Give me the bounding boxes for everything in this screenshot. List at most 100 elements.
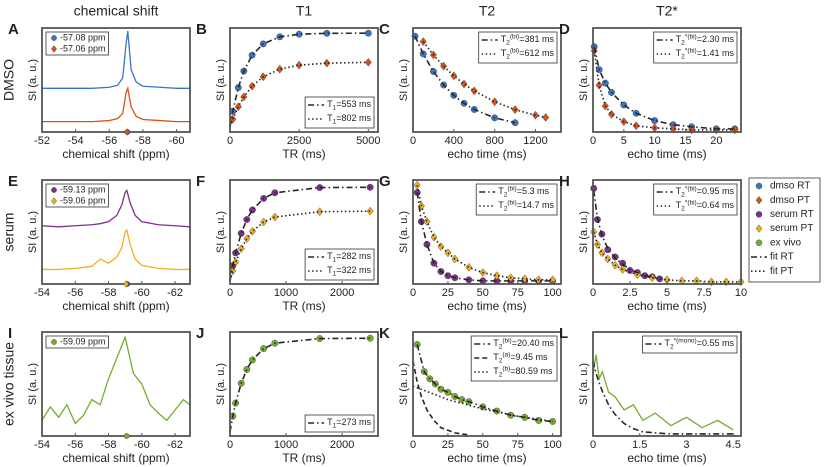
x-tick-label: -54 bbox=[34, 287, 50, 299]
legend-label: T1=322 ms bbox=[327, 265, 371, 277]
legend-label: T2(bi)=5.3 ms bbox=[498, 185, 549, 198]
legend-label: -57.08 ppm bbox=[60, 32, 106, 42]
legend-value: =80.59 ms bbox=[510, 366, 553, 376]
diamond-marker bbox=[521, 274, 529, 284]
axes-frame bbox=[592, 331, 742, 437]
x-tick-label: 50 bbox=[477, 287, 489, 299]
legend-label: T2(a)=9.45 ms bbox=[493, 351, 548, 364]
diamond-marker bbox=[423, 217, 431, 226]
legend-symbol: T bbox=[676, 186, 682, 196]
x-tick-label: -54 bbox=[68, 135, 84, 147]
legend-symbol: T bbox=[493, 338, 499, 348]
legend-subscript: 2 bbox=[506, 39, 510, 46]
x-tick-label: 400 bbox=[445, 135, 463, 147]
diamond-marker bbox=[430, 232, 438, 242]
x-axis-label: chemical shift (ppm) bbox=[62, 147, 169, 161]
circle-marker bbox=[248, 51, 256, 59]
series-line bbox=[412, 360, 469, 436]
diamond-marker bbox=[493, 271, 501, 281]
x-axis-label: TR (ms) bbox=[282, 147, 325, 161]
x-tick-label: 25 bbox=[442, 287, 454, 299]
x-axis-label: chemical shift (ppm) bbox=[62, 451, 169, 465]
legend-symbol: T bbox=[501, 48, 507, 58]
diamond-marker bbox=[51, 197, 57, 205]
legend: T1=273 ms bbox=[304, 414, 375, 433]
legend-value: =381 ms bbox=[519, 34, 554, 44]
series-line bbox=[593, 50, 735, 131]
legend-superscript: (bi) bbox=[510, 33, 519, 40]
diamond-marker bbox=[465, 263, 473, 272]
row-label: DMSO bbox=[1, 59, 17, 101]
y-axis-label: SI (a. u.) bbox=[27, 363, 39, 405]
legend-subscript: 2 bbox=[681, 39, 685, 46]
legend-subscript: 2 bbox=[499, 371, 503, 378]
panel-letter: G bbox=[379, 173, 391, 190]
x-tick-label: 0 bbox=[227, 287, 233, 299]
x-tick-label: -56 bbox=[67, 439, 83, 451]
axes-frame bbox=[592, 27, 742, 133]
x-tick-label: 3 bbox=[683, 439, 689, 451]
axes-frame bbox=[229, 179, 379, 285]
series-line bbox=[592, 360, 734, 435]
diamond-marker bbox=[232, 257, 240, 267]
x-tick-label: 0 bbox=[227, 439, 233, 451]
diamond-marker bbox=[237, 244, 245, 253]
y-axis-label: SI (a. u.) bbox=[578, 211, 590, 253]
legend-label: T2*(mono)=0.55 ms bbox=[664, 337, 734, 350]
panel-letter: F bbox=[196, 173, 205, 190]
panel-letter: H bbox=[559, 173, 570, 190]
panel-letter: J bbox=[196, 325, 204, 342]
x-tick-label: 5 bbox=[621, 135, 627, 147]
x-tick-label: -56 bbox=[101, 135, 117, 147]
y-axis-label: SI (a. u.) bbox=[578, 59, 590, 101]
series-line bbox=[41, 335, 191, 425]
x-tick-label: 4.5 bbox=[726, 439, 741, 451]
panel-letter: C bbox=[379, 21, 390, 38]
row-label: ex vivo tissue bbox=[1, 342, 17, 426]
circle-marker bbox=[243, 366, 251, 373]
legend-symbol: T bbox=[327, 251, 333, 261]
panel-letter: E bbox=[8, 173, 18, 190]
row-label: serum bbox=[1, 213, 17, 252]
diamond-marker bbox=[124, 128, 130, 136]
series-line bbox=[593, 46, 735, 130]
legend-subscript: 2 bbox=[506, 53, 510, 60]
circle-marker bbox=[444, 388, 452, 396]
x-tick-label: 0 bbox=[227, 135, 233, 147]
series-line bbox=[592, 354, 734, 431]
legend-superscript: *(mono) bbox=[674, 337, 697, 344]
x-tick-label: 2500 bbox=[287, 135, 311, 147]
legend-label: serum RT bbox=[770, 209, 814, 220]
x-tick-label: 1000 bbox=[274, 287, 298, 299]
legend-label: serum PT bbox=[770, 223, 813, 234]
legend-subscript: 2 bbox=[670, 343, 674, 350]
legend-subscript: 1 bbox=[333, 270, 337, 277]
diamond-marker bbox=[608, 109, 615, 119]
x-tick-label: -60 bbox=[134, 287, 150, 299]
x-axis-label: echo time (ms) bbox=[627, 451, 706, 465]
legend: -59.09 ppm bbox=[45, 335, 109, 349]
circle-marker bbox=[626, 267, 634, 274]
legend-symbol: T bbox=[327, 113, 333, 123]
x-tick-label: -54 bbox=[34, 439, 50, 451]
legend-box bbox=[45, 31, 109, 56]
series-line bbox=[42, 228, 190, 271]
circle-marker bbox=[364, 29, 372, 37]
x-tick-label: -62 bbox=[167, 439, 183, 451]
legend-value: =14.7 ms bbox=[517, 200, 555, 210]
x-tick-label: 25 bbox=[442, 439, 454, 451]
diamond-marker bbox=[491, 97, 499, 107]
x-tick-label: 50 bbox=[477, 439, 489, 451]
panel-letter: D bbox=[559, 21, 570, 38]
legend-label: T1=553 ms bbox=[327, 99, 371, 111]
legend-label: dmso PT bbox=[770, 195, 810, 206]
diamond-marker bbox=[460, 79, 468, 89]
x-tick-label: 0 bbox=[410, 135, 416, 147]
legend-subscript: 2 bbox=[504, 205, 508, 212]
x-tick-label: 100 bbox=[543, 287, 561, 299]
legend-subscript: 1 bbox=[333, 256, 337, 263]
